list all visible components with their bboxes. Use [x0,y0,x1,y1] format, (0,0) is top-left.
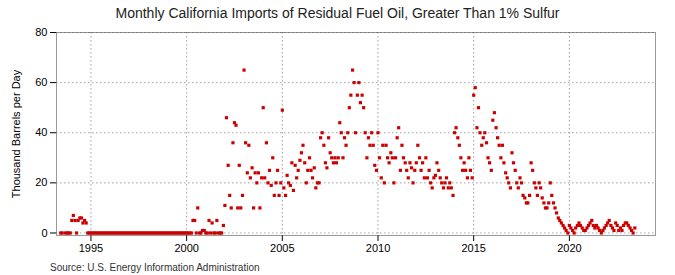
svg-text:2000: 2000 [174,242,198,254]
svg-text:2015: 2015 [461,242,485,254]
svg-text:1995: 1995 [79,242,103,254]
html-text:Monthly California Imports of: Monthly California Imports of Residual F… [115,5,560,21]
html-text:Source: U.S. Energy Informatio: Source: U.S. Energy Information Administ… [50,262,260,273]
svg-text:60: 60 [35,76,47,88]
svg-text:2020: 2020 [557,242,581,254]
svg-text:80: 80 [35,26,47,38]
svg-text:2010: 2010 [366,242,390,254]
svg-text:2005: 2005 [270,242,294,254]
svg-text:20: 20 [35,176,47,188]
svg-text:40: 40 [35,126,47,138]
svg-text:Thousand Barrels per Day: Thousand Barrels per Day [10,69,22,198]
svg-text:0: 0 [41,227,47,239]
